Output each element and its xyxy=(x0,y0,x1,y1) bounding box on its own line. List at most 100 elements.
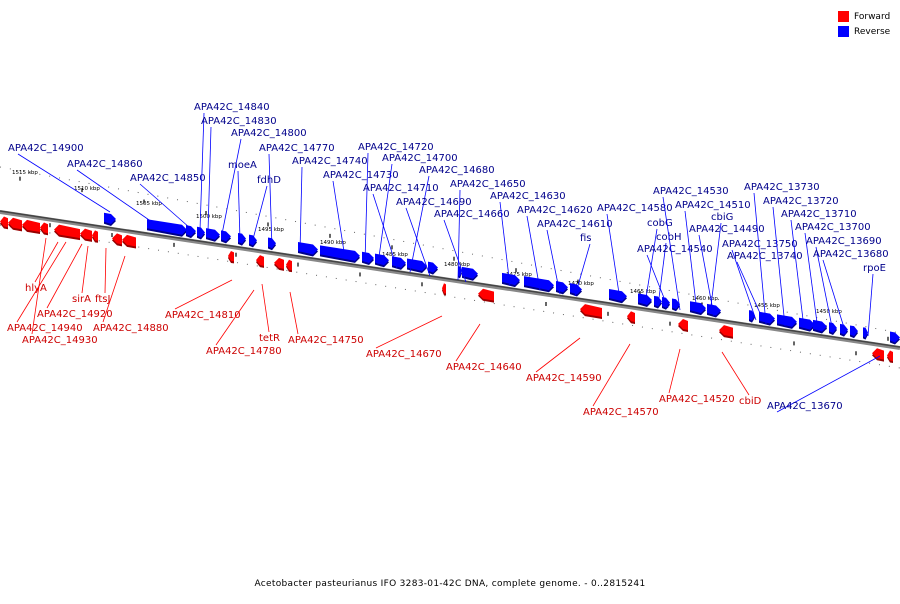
forward-gene-arrow xyxy=(678,318,688,330)
forward-gene-label: ftsJ xyxy=(95,294,110,305)
scale-tick-label: 1470 kbp xyxy=(568,281,594,287)
reverse-gene-arrow xyxy=(777,314,797,327)
forward-gene-label: APA42C_14920 xyxy=(37,309,113,320)
forward-gene-arrow xyxy=(887,350,893,361)
forward-gene-label-leader xyxy=(289,291,299,335)
reverse-gene-label-leader xyxy=(17,153,111,213)
reverse-gene-label-leader xyxy=(526,215,541,291)
forward-gene-label-leader xyxy=(375,315,443,349)
reverse-gene-label-leader xyxy=(76,169,153,223)
reverse-gene-label: APA42C_13710 xyxy=(781,209,857,220)
scale-tick-label: 1465 kbp xyxy=(630,289,656,295)
forward-gene-arrow xyxy=(40,222,48,234)
genome-axis xyxy=(0,210,900,348)
reverse-gene-arrow xyxy=(813,319,827,332)
scale-tick-label: 1460 kbp xyxy=(692,296,718,302)
reverse-gene-arrow xyxy=(320,245,360,261)
reverse-gene-label: APA42C_14620 xyxy=(517,205,593,216)
reverse-gene-arrow xyxy=(392,256,406,268)
reverse-gene-label: APA42C_13730 xyxy=(744,182,820,193)
reverse-gene-label-leader xyxy=(736,261,765,323)
forward-gene-label-leader xyxy=(34,241,59,283)
forward-gene-label-leader xyxy=(81,245,89,294)
reverse-gene-label: cbiG xyxy=(711,212,733,223)
forward-gene-label-leader xyxy=(102,255,126,323)
reverse-gene-arrow xyxy=(104,212,116,225)
reverse-gene-label: APA42C_13690 xyxy=(806,236,882,247)
reverse-gene-arrow xyxy=(221,230,231,242)
reverse-gene-label-leader xyxy=(867,273,874,337)
reverse-gene-label: APA42C_14710 xyxy=(363,183,439,194)
reverse-gene-arrow xyxy=(502,272,520,286)
reverse-gene-label-leader xyxy=(606,213,621,301)
reverse-gene-label-leader xyxy=(662,196,681,311)
forward-gene-label: APA42C_14940 xyxy=(7,323,83,334)
reverse-gene-label: APA42C_13670 xyxy=(767,401,843,412)
reverse-gene-label: APA42C_14830 xyxy=(201,116,277,127)
forward-gene-arrow xyxy=(872,348,884,360)
scale-tick-label: 1515 kbp xyxy=(12,170,38,176)
reverse-gene-label: APA42C_13680 xyxy=(813,249,889,260)
forward-gene-label: hlyA xyxy=(25,283,47,294)
reverse-gene-label-leader xyxy=(457,189,461,281)
reverse-gene-label: APA42C_14630 xyxy=(490,191,566,202)
reverse-gene-label-leader xyxy=(332,180,346,259)
forward-gene-label: APA42C_14520 xyxy=(659,394,735,405)
reverse-gene-label-leader xyxy=(409,175,430,273)
scale-tick-label: 1505 kbp xyxy=(136,201,162,207)
reverse-gene-label-leader xyxy=(207,126,212,233)
forward-gene-label-leader xyxy=(455,323,481,362)
reverse-gene-label-leader xyxy=(646,254,669,309)
reverse-gene-arrow xyxy=(609,289,627,302)
forward-gene-arrow xyxy=(580,304,602,317)
reverse-gene-label-leader xyxy=(443,219,467,283)
forward-gene-label: APA42C_14880 xyxy=(93,323,169,334)
reverse-gene-label-leader xyxy=(221,138,242,235)
forward-gene-arrow xyxy=(112,233,122,245)
reverse-gene-label: APA42C_14680 xyxy=(419,165,495,176)
reverse-gene-label-leader xyxy=(822,259,847,335)
reverse-gene-arrow xyxy=(298,242,318,255)
forward-gene-label-leader xyxy=(721,351,750,396)
scale-tick-label: 1485 kbp xyxy=(382,252,408,258)
forward-gene-label-leader xyxy=(174,279,233,310)
reverse-gene-label: APA42C_14850 xyxy=(130,173,206,184)
forward-gene-arrow xyxy=(228,250,234,262)
reverse-gene-label: APA42C_14660 xyxy=(434,209,510,220)
forward-gene-label: APA42C_14590 xyxy=(526,373,602,384)
reverse-gene-label: APA42C_13740 xyxy=(727,251,803,262)
forward-gene-label-leader xyxy=(215,289,255,346)
reverse-gene-label-leader xyxy=(804,232,819,331)
reverse-gene-label: rpoE xyxy=(863,263,886,274)
forward-gene-label-leader xyxy=(31,237,47,335)
forward-gene-arrow xyxy=(256,255,264,266)
reverse-swatch xyxy=(838,26,849,37)
reverse-gene-label-leader xyxy=(405,207,431,277)
reverse-gene-arrow xyxy=(428,261,438,273)
reverse-gene-label: APA42C_14840 xyxy=(194,102,270,113)
reverse-gene-label: APA42C_14730 xyxy=(323,170,399,181)
forward-gene-arrow xyxy=(286,259,292,271)
reverse-gene-label-leader xyxy=(815,246,834,333)
scale-tick-label: 1500 kbp xyxy=(196,214,222,220)
reverse-gene-label-leader xyxy=(377,163,393,265)
reverse-gene-arrow xyxy=(850,325,858,337)
reverse-gene-arrow xyxy=(570,283,582,295)
forward-gene-label-leader xyxy=(535,337,581,373)
forward-gene-arrow xyxy=(54,224,80,239)
reverse-gene-label-leader xyxy=(372,193,398,269)
reverse-gene-label: APA42C_13750 xyxy=(722,239,798,250)
forward-gene-label: tetR xyxy=(259,333,280,344)
reverse-gene-label-leader xyxy=(776,355,881,413)
scale-tick-label: 1510 kbp xyxy=(74,186,100,192)
forward-gene-arrow xyxy=(92,230,98,241)
reverse-gene-arrow xyxy=(840,323,848,335)
reverse-gene-arrow xyxy=(458,266,462,277)
reverse-gene-arrow xyxy=(638,293,652,306)
reverse-gene-label: APA42C_14490 xyxy=(689,224,765,235)
forward-gene-label: APA42C_14640 xyxy=(446,362,522,373)
reverse-gene-label-leader xyxy=(237,170,241,241)
reverse-gene-label-leader xyxy=(574,243,591,297)
